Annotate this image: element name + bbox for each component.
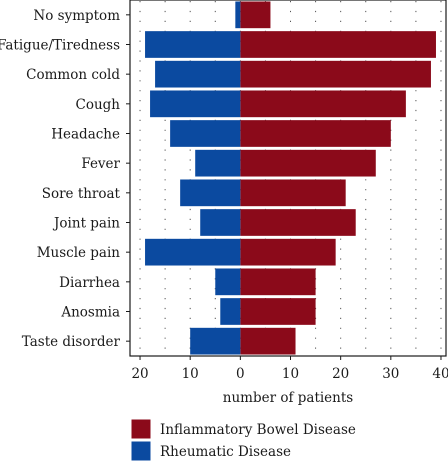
bar-ibd-sore-throat [240,179,346,207]
x-tick-label: 30 [382,366,399,382]
bar-ibd-joint-pain [240,209,356,236]
category-label: No symptom [33,8,120,24]
bar-rheumatic-taste-disorder [190,327,241,355]
bar-rheumatic-no-symptom [235,1,241,29]
bar-ibd-taste-disorder [240,327,296,355]
bar-ibd-fatigue-tiredness [240,31,436,58]
bar-ibd-no-symptom [240,1,271,29]
x-tick-label: 0 [236,366,245,382]
x-tick-label: 20 [131,366,148,382]
bar-ibd-muscle-pain [240,238,336,266]
x-tick-label: 10 [282,366,299,382]
bar-ibd-diarrhea [240,268,316,296]
category-label: Fever [81,156,120,172]
x-tick-label: 10 [182,366,199,382]
category-label: Common cold [26,67,120,83]
legend-label: Rheumatic Disease [160,444,291,460]
plot-frame [129,0,447,357]
category-label: Taste disorder [22,334,121,350]
bar-rheumatic-fever [195,149,241,177]
bar-rheumatic-headache [170,120,241,147]
legend-swatch [130,440,152,461]
bar-rheumatic-muscle-pain [145,238,241,266]
category-label: Anosmia [60,305,120,321]
bar-rheumatic-anosmia [220,298,241,325]
x-axis-title: number of patients [223,390,354,406]
category-label: Joint pain [52,216,120,232]
category-label: Cough [76,97,121,113]
category-label: Fatigue/Tiredness [0,38,120,54]
bar-rheumatic-diarrhea [215,268,241,296]
bar-ibd-common-cold [240,60,431,88]
x-tick-label: 20 [332,366,349,382]
category-label: Headache [51,127,120,143]
category-label: Sore throat [42,186,121,202]
bar-rheumatic-common-cold [155,60,241,88]
bar-ibd-headache [240,120,391,147]
category-label: Diarrhea [59,275,120,291]
category-label: Muscle pain [37,245,121,261]
legend-swatch [130,418,152,440]
bar-rheumatic-cough [150,90,241,118]
bar-rheumatic-fatigue-tiredness [145,31,241,58]
bar-ibd-anosmia [240,298,316,325]
legend-label: Inflammatory Bowel Disease [160,422,356,438]
bar-ibd-fever [240,149,376,177]
bar-rheumatic-sore-throat [180,179,241,207]
bar-rheumatic-joint-pain [200,209,241,236]
bar-ibd-cough [240,90,406,118]
x-tick-label: 40 [432,366,448,382]
